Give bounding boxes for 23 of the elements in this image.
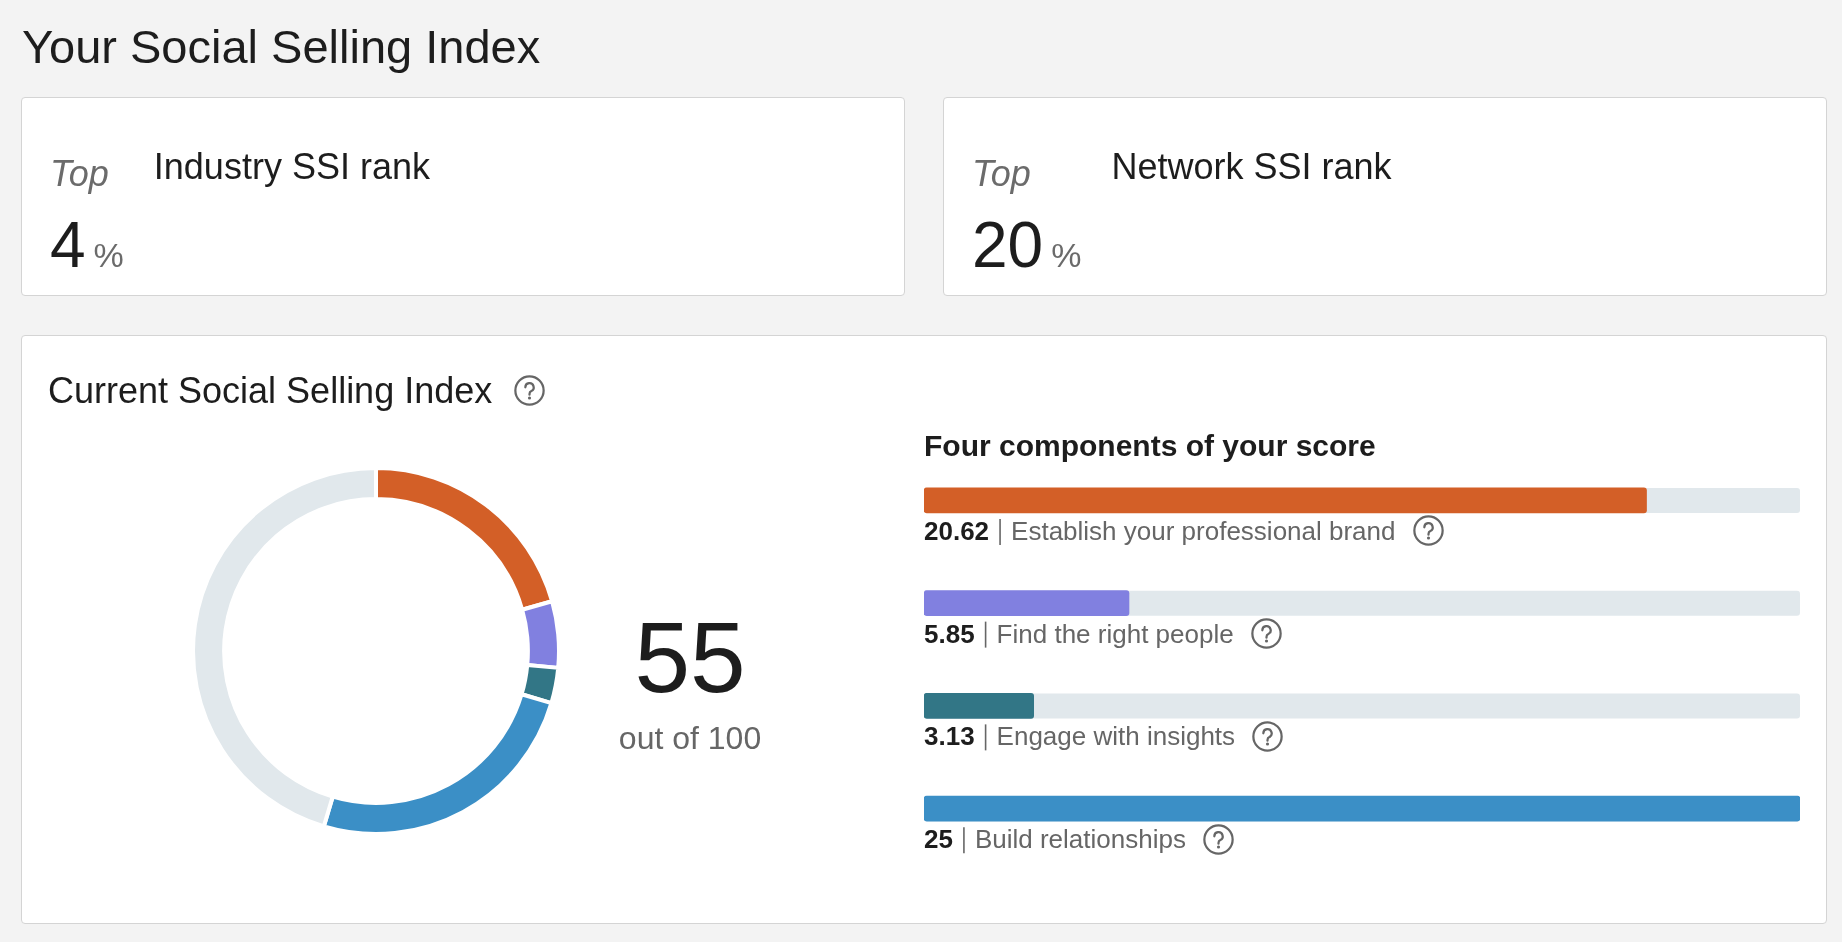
text: out of 100 (617, 720, 763, 757)
data-label: 20 (972, 207, 1044, 282)
data-label: 3.13 (924, 721, 975, 752)
chart-title: Current Social Selling Index (48, 369, 493, 412)
chart-title: Four components of your score (924, 428, 1376, 463)
text: 55 (633, 600, 747, 715)
text: % (1051, 235, 1082, 274)
data-label: 4 (50, 207, 86, 282)
y-tick-label: Find the right people (996, 618, 1234, 649)
data-label: 20.62 (924, 515, 990, 546)
category-label: Network SSI rank (1111, 145, 1392, 188)
text: % (93, 235, 124, 275)
data-label: 25 (924, 824, 953, 855)
y-tick-label: Establish your professional brand (1011, 515, 1396, 546)
y-tick-label: Build relationships (974, 824, 1186, 855)
bar (924, 590, 1130, 616)
data-label: 5.85 (924, 618, 975, 649)
bar (924, 693, 1035, 719)
text: Your Social Selling Index (22, 19, 541, 74)
text: Top (50, 152, 110, 195)
y-tick-label: Engage with insights (996, 721, 1236, 752)
category-label: Industry SSI rank (153, 145, 430, 188)
text: Top (972, 152, 1031, 194)
